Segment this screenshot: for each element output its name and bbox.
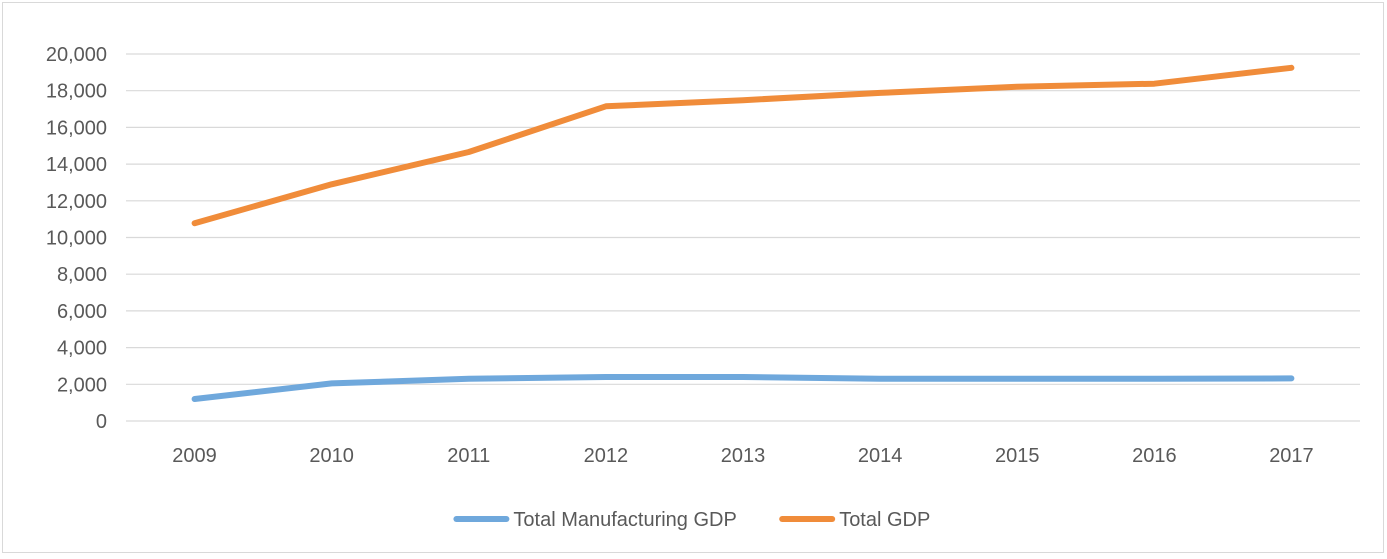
data-point-total-manufacturing-gdp: [466, 376, 472, 382]
data-point-total-gdp: [877, 90, 883, 96]
series-line-total-gdp: [191, 64, 1295, 227]
gridlines: [126, 53, 1360, 422]
x-axis-tick-labels: 2009 2010 2011 2012 2013 2014 2015 2016 2017: [172, 445, 1313, 467]
legend-label-total-manufacturing-gdp: Total Manufacturing GDP: [513, 509, 736, 531]
x-tick-label: 2015: [995, 445, 1040, 467]
x-tick-label: 2017: [1269, 445, 1314, 467]
data-point-total-manufacturing-gdp: [329, 380, 335, 386]
data-point-total-manufacturing-gdp: [877, 376, 883, 382]
data-point-total-gdp: [192, 220, 198, 226]
y-tick-label: 8,000: [57, 264, 107, 286]
data-point-total-gdp: [603, 103, 609, 109]
y-tick-label: 20,000: [46, 44, 107, 66]
data-point-total-gdp: [740, 97, 746, 103]
series-line-total-manufacturing-gdp: [191, 374, 1295, 402]
x-tick-label: 2009: [172, 445, 217, 467]
data-point-total-gdp: [1151, 81, 1157, 87]
data-point-total-gdp: [329, 181, 335, 187]
x-tick-label: 2016: [1132, 445, 1177, 467]
x-tick-label: 2011: [447, 445, 490, 467]
x-tick-label: 2013: [721, 445, 766, 467]
y-tick-label: 0: [96, 411, 107, 433]
data-point-total-manufacturing-gdp: [1014, 376, 1020, 382]
legend-label-total-gdp: Total GDP: [839, 509, 930, 531]
data-point-total-manufacturing-gdp: [603, 374, 609, 380]
y-tick-label: 2,000: [57, 374, 107, 396]
data-point-total-gdp: [466, 149, 472, 155]
y-tick-label: 6,000: [57, 301, 107, 323]
data-point-total-gdp: [1288, 65, 1294, 71]
y-tick-label: 14,000: [46, 154, 107, 176]
y-tick-label: 16,000: [46, 117, 107, 139]
series-lines: [191, 64, 1295, 402]
data-point-total-manufacturing-gdp: [740, 374, 746, 380]
data-point-total-manufacturing-gdp: [192, 396, 198, 402]
y-tick-label: 18,000: [46, 81, 107, 103]
y-tick-label: 4,000: [57, 338, 107, 360]
line-chart: 0 2,000 4,000 6,000 8,000 10,000 12,000 14,000 1…: [46, 44, 1360, 531]
data-point-total-gdp: [1014, 84, 1020, 90]
y-tick-label: 12,000: [46, 191, 107, 213]
x-tick-label: 2014: [858, 445, 903, 467]
y-tick-label: 10,000: [46, 228, 107, 250]
x-tick-label: 2012: [584, 445, 629, 467]
data-point-total-manufacturing-gdp: [1288, 375, 1294, 381]
x-tick-label: 2010: [309, 445, 354, 467]
data-point-total-manufacturing-gdp: [1151, 376, 1157, 382]
legend: Total Manufacturing GDP Total GDP: [453, 509, 930, 531]
y-axis-tick-labels: 0 2,000 4,000 6,000 8,000 10,000 12,000 14,000 1…: [46, 44, 107, 433]
